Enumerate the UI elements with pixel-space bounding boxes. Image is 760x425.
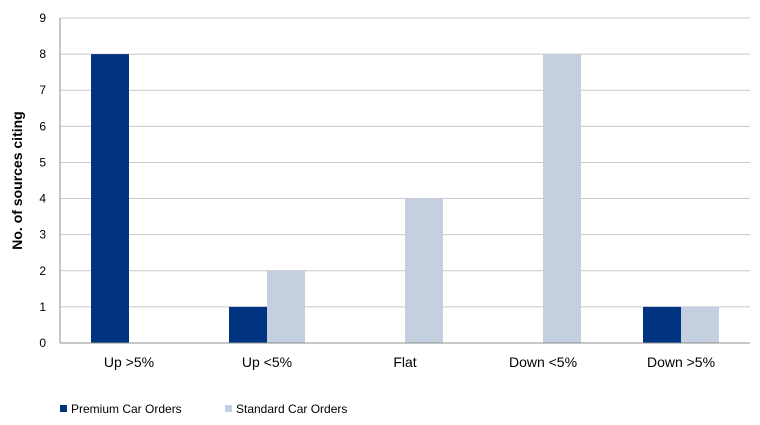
bars: [91, 54, 719, 343]
x-category-label: Up <5%: [242, 354, 292, 370]
x-category-label: Down <5%: [509, 354, 577, 370]
y-tick-label: 8: [39, 47, 46, 61]
y-tick-label: 4: [39, 192, 46, 206]
x-category-label: Flat: [393, 354, 416, 370]
legend-swatch: [225, 405, 232, 412]
legend-swatch: [60, 405, 67, 412]
bar-premium: [91, 54, 129, 343]
legend-label: Premium Car Orders: [71, 402, 182, 416]
legend-label: Standard Car Orders: [236, 402, 347, 416]
x-category-label: Down >5%: [647, 354, 715, 370]
bar-standard: [405, 198, 443, 343]
x-category-label: Up >5%: [104, 354, 154, 370]
y-tick-label: 7: [39, 83, 46, 97]
y-tick-label: 5: [39, 155, 46, 169]
bar-premium: [643, 306, 681, 343]
y-tick-label: 6: [39, 119, 46, 133]
x-category-labels: Up >5% Up <5% Flat Down <5% Down >5%: [104, 354, 715, 370]
y-tick-label: 3: [39, 228, 46, 242]
legend: Premium Car Orders Standard Car Orders: [60, 402, 347, 416]
y-tick-label: 2: [39, 264, 46, 278]
y-tick-label: 9: [39, 11, 46, 25]
bar-standard: [681, 306, 719, 343]
y-tick-labels: 0 1 2 3 4 5 6 7 8 9: [39, 11, 46, 350]
axes: [59, 18, 750, 344]
bar-standard: [543, 54, 581, 343]
bar-premium: [229, 306, 267, 343]
y-axis-label: No. of sources citing: [9, 111, 25, 249]
bar-standard: [267, 270, 305, 343]
y-tick-label: 1: [39, 300, 46, 314]
y-tick-label: 0: [39, 336, 46, 350]
